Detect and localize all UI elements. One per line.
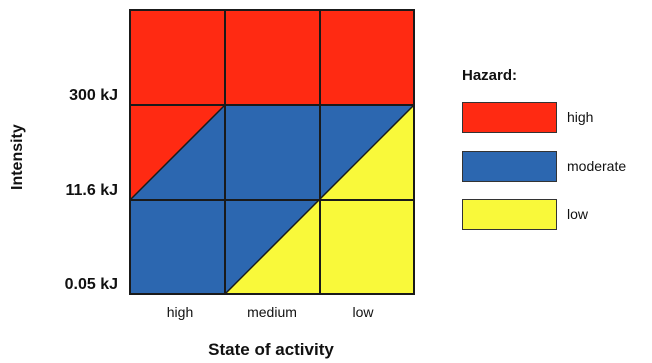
x-axis-title: State of activity: [208, 340, 334, 359]
grid-lines: [129, 9, 415, 295]
y-axis-title: Intensity: [9, 124, 26, 190]
legend-swatch-moderate: [462, 151, 557, 182]
zone-boundaries: [129, 104, 415, 295]
legend-swatch-high: [462, 102, 557, 133]
x-tick-label: medium: [247, 304, 297, 320]
y-tick-label: 11.6 kJ: [65, 182, 119, 199]
legend-title: Hazard:: [462, 67, 518, 84]
legend-label-low: low: [567, 206, 589, 222]
legend-swatch-low: [462, 199, 557, 230]
x-tick-label: high: [166, 304, 194, 320]
x-tick-label: low: [352, 304, 374, 320]
legend-label-moderate: moderate: [567, 158, 627, 174]
legend-label-high: high: [567, 109, 594, 125]
y-tick-label: 0.05 kJ: [64, 276, 118, 293]
y-tick-label: 300 kJ: [69, 87, 118, 104]
